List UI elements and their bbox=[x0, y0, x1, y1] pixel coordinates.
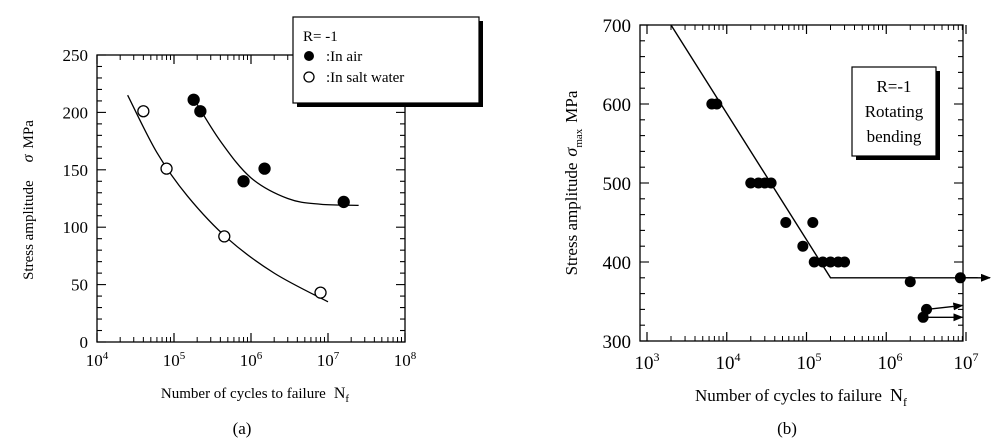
x-tick-label: 107 bbox=[317, 350, 340, 370]
data-point bbox=[765, 177, 777, 189]
x-tick-label: 106 bbox=[240, 350, 263, 370]
y-tick-label: 50 bbox=[71, 276, 88, 295]
legend-entry-in-air: :In air bbox=[326, 49, 362, 65]
y-tick-label: 250 bbox=[63, 46, 89, 65]
x-tick-label: 108 bbox=[394, 350, 417, 370]
y-tick-label: 0 bbox=[80, 333, 89, 352]
annotation-line: bending bbox=[867, 127, 922, 146]
data-point bbox=[954, 272, 966, 284]
y-axis-label-b: Stress amplitudeσmaxMPa bbox=[561, 90, 585, 275]
x-axis-label-a: Number of cycles to failure Nf bbox=[161, 385, 350, 405]
legend-box bbox=[292, 16, 480, 104]
data-point bbox=[780, 217, 792, 228]
annotation-line: Rotating bbox=[865, 102, 924, 121]
panel-a: 0 50 100 150 200 250 104 105 106 107 108… bbox=[20, 16, 483, 405]
y-tick-label: 500 bbox=[603, 174, 632, 195]
y-tick-label: 400 bbox=[603, 253, 632, 274]
x-tick-label: 104 bbox=[716, 350, 741, 374]
data-point-salt-water bbox=[137, 105, 150, 118]
x-tick-labels-a: 104 105 106 107 108 bbox=[86, 350, 417, 370]
y-tick-labels-b: 300 400 500 600 700 bbox=[603, 16, 632, 353]
legend-a: R= -1 :In air :In salt water bbox=[292, 16, 483, 107]
data-point bbox=[917, 311, 929, 323]
data-point bbox=[825, 256, 837, 268]
annotation-b: R=-1 Rotating bending bbox=[851, 66, 940, 160]
y-tick-label: 700 bbox=[603, 16, 632, 37]
data-point-in-air bbox=[258, 162, 271, 175]
y-tick-label: 150 bbox=[63, 161, 89, 180]
y-tick-label: 300 bbox=[603, 332, 632, 353]
x-tick-label: 103 bbox=[635, 350, 660, 374]
x-tick-label: 106 bbox=[878, 350, 903, 374]
runout-arrow bbox=[926, 302, 964, 311]
data-point-in-air bbox=[187, 93, 200, 106]
data-point-in-air bbox=[194, 105, 207, 118]
data-point bbox=[839, 256, 851, 268]
data-point bbox=[808, 256, 820, 268]
plot-area-a bbox=[127, 93, 359, 303]
x-tick-label: 107 bbox=[954, 350, 979, 374]
data-point bbox=[904, 276, 916, 288]
data-point bbox=[797, 240, 809, 252]
x-tick-label: 105 bbox=[797, 350, 822, 374]
y-axis-label-a: Stress amplitudeσMPa bbox=[20, 120, 37, 280]
panel-b: 300 400 500 600 700 103 104 105 106 107 … bbox=[561, 16, 992, 409]
y-tick-label: 100 bbox=[63, 218, 89, 237]
legend-title: R= -1 bbox=[303, 29, 338, 45]
data-point bbox=[711, 98, 723, 110]
y-tick-label: 600 bbox=[603, 95, 632, 116]
annotation-line: R=-1 bbox=[876, 77, 911, 96]
caption-a: (a) bbox=[233, 419, 252, 438]
data-point bbox=[807, 217, 819, 228]
data-point bbox=[745, 177, 757, 189]
trend-curve-salt-water bbox=[127, 94, 329, 303]
x-axis-label-b: Number of cycles to failure Nf bbox=[695, 385, 907, 409]
data-point-salt-water bbox=[218, 230, 231, 243]
legend-entry-salt-water: :In salt water bbox=[326, 70, 404, 86]
data-point-in-air bbox=[337, 195, 350, 209]
data-point-in-air bbox=[237, 175, 250, 188]
annotation-box bbox=[851, 66, 937, 157]
plot-area-b bbox=[670, 24, 992, 323]
data-point-salt-water bbox=[314, 286, 327, 299]
y-tick-labels-a: 0 50 100 150 200 250 bbox=[63, 46, 89, 352]
sn-curve bbox=[670, 24, 978, 279]
ticks-b bbox=[640, 24, 967, 342]
data-point-salt-water bbox=[160, 162, 173, 175]
caption-b: (b) bbox=[777, 419, 797, 438]
trend-curve-in-air bbox=[193, 98, 359, 207]
x-tick-labels-b: 103 104 105 106 107 bbox=[635, 350, 979, 374]
data-point bbox=[817, 256, 829, 268]
legend-marker-open bbox=[303, 71, 315, 83]
legend-marker-filled bbox=[304, 51, 314, 61]
x-tick-label: 104 bbox=[86, 350, 109, 370]
y-tick-label: 200 bbox=[63, 103, 89, 122]
x-tick-label: 105 bbox=[163, 350, 186, 370]
